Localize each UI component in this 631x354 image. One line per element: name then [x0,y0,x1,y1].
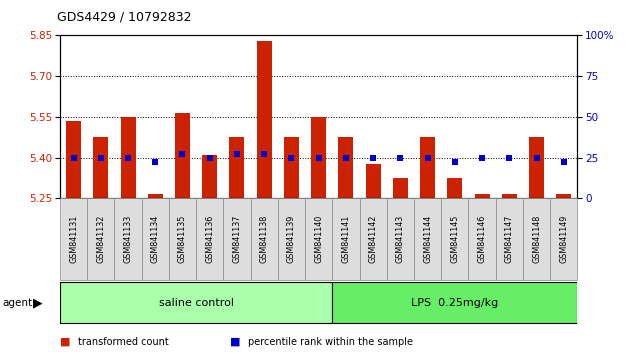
Bar [447,178,463,198]
Bar [496,198,523,280]
Bar [441,198,468,280]
Point [341,155,351,160]
Bar [475,194,490,198]
Bar [202,155,217,198]
Point [96,155,106,160]
Point [204,155,215,160]
Text: GSM841146: GSM841146 [478,215,487,263]
Bar [60,198,87,280]
Bar [557,194,571,198]
Point [395,155,405,160]
Text: GSM841138: GSM841138 [260,215,269,263]
Text: GSM841149: GSM841149 [559,215,569,263]
Bar [338,137,353,198]
Bar [223,198,251,280]
Point [504,155,514,160]
Bar [360,198,387,280]
Text: transformed count: transformed count [78,337,168,347]
Bar [305,198,333,280]
Point [123,155,133,160]
Bar [468,198,496,280]
Text: GSM841137: GSM841137 [232,215,242,263]
Bar [387,198,414,280]
Text: GSM841131: GSM841131 [69,215,78,263]
Point [531,155,541,160]
Text: GSM841136: GSM841136 [205,215,214,263]
Bar [66,121,81,198]
Bar [333,282,577,324]
Bar [93,137,109,198]
Text: GSM841141: GSM841141 [341,215,350,263]
Point [259,152,269,157]
Text: GSM841143: GSM841143 [396,215,405,263]
Bar [257,41,272,198]
Point [69,155,79,160]
Text: agent: agent [2,298,32,308]
Bar [284,137,299,198]
Point [177,152,187,157]
Text: GSM841134: GSM841134 [151,215,160,263]
Text: GDS4429 / 10792832: GDS4429 / 10792832 [57,11,191,24]
Bar [523,198,550,280]
Point [558,160,569,165]
Bar [529,137,544,198]
Bar [148,194,163,198]
Bar [87,198,114,280]
Text: GSM841145: GSM841145 [451,215,459,263]
Bar [251,198,278,280]
Text: GSM841139: GSM841139 [287,215,296,263]
Text: GSM841142: GSM841142 [369,215,377,263]
Text: GSM841148: GSM841148 [532,215,541,263]
Bar [196,198,223,280]
Text: GSM841144: GSM841144 [423,215,432,263]
Bar [141,198,169,280]
Bar [365,164,380,198]
Text: saline control: saline control [158,298,233,308]
Bar [121,117,136,198]
Bar [550,198,577,280]
Text: GSM841133: GSM841133 [124,215,133,263]
Bar [175,113,190,198]
Point [232,152,242,157]
Text: percentile rank within the sample: percentile rank within the sample [248,337,413,347]
Text: ■: ■ [230,337,241,347]
Point [368,155,378,160]
Point [423,155,433,160]
Text: ▶: ▶ [33,296,42,309]
Bar [393,178,408,198]
Text: GSM841135: GSM841135 [178,215,187,263]
Bar [502,194,517,198]
Bar [230,137,244,198]
Point [450,160,460,165]
Bar [114,198,141,280]
Text: GSM841132: GSM841132 [97,215,105,263]
Text: GSM841147: GSM841147 [505,215,514,263]
Point [477,155,487,160]
Bar [311,117,326,198]
Point [150,160,160,165]
Point [314,155,324,160]
Text: LPS  0.25mg/kg: LPS 0.25mg/kg [411,298,498,308]
Bar [278,198,305,280]
Text: ■: ■ [60,337,71,347]
Bar [414,198,441,280]
Bar [169,198,196,280]
Text: GSM841140: GSM841140 [314,215,323,263]
Bar [333,198,360,280]
Point [286,155,297,160]
Bar [420,137,435,198]
Bar [60,282,333,324]
